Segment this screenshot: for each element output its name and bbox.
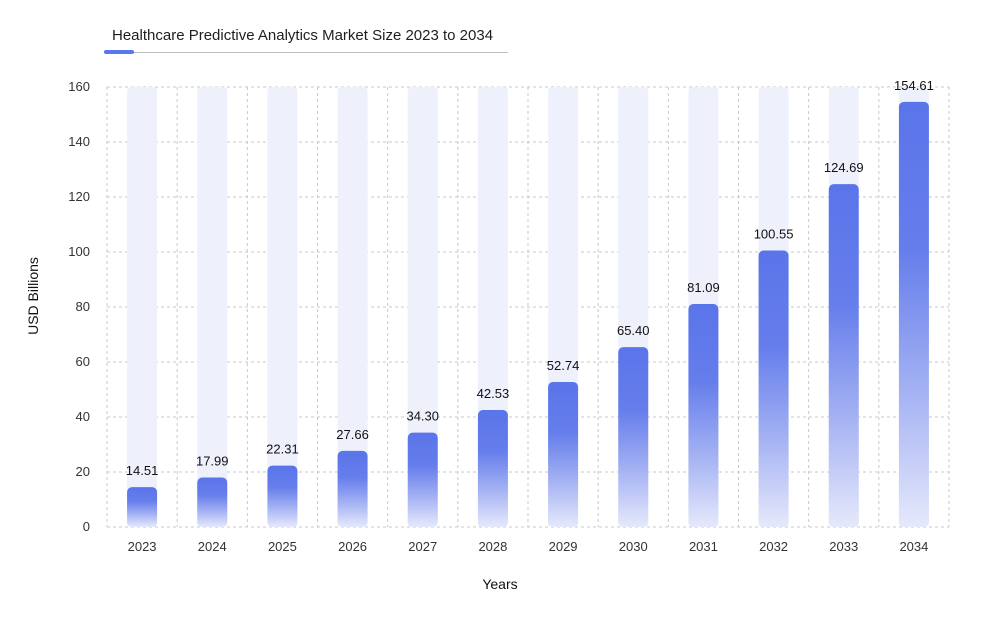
data-label: 42.53	[477, 386, 510, 401]
y-tick-label: 40	[76, 409, 90, 424]
bar	[337, 450, 368, 527]
title-accent-bar	[104, 50, 134, 54]
x-tick-label: 2032	[759, 539, 788, 554]
data-label: 27.66	[336, 427, 369, 442]
y-axis-title: USD Billions	[25, 257, 41, 335]
bar	[197, 477, 228, 527]
chart-title: Healthcare Predictive Analytics Market S…	[112, 27, 494, 44]
x-tick-label: 2030	[619, 539, 648, 554]
bar	[407, 432, 438, 527]
x-tick-label: 2028	[478, 539, 507, 554]
x-tick-label: 2034	[899, 539, 928, 554]
bar-track	[407, 87, 438, 527]
bar	[688, 304, 719, 527]
x-tick-label: 2031	[689, 539, 718, 554]
title-underline	[104, 52, 508, 53]
bar-track	[267, 87, 298, 527]
x-tick-label: 2023	[128, 539, 157, 554]
data-label: 34.30	[406, 409, 439, 424]
bar	[127, 487, 158, 527]
y-tick-label: 140	[68, 134, 90, 149]
data-label: 65.40	[617, 323, 650, 338]
bar-track	[337, 87, 368, 527]
bar	[758, 250, 789, 528]
bar	[477, 410, 508, 527]
x-tick-label: 2026	[338, 539, 367, 554]
x-tick-label: 2033	[829, 539, 858, 554]
bar-track	[127, 87, 158, 527]
y-tick-label: 100	[68, 244, 90, 259]
chart-title-block: Healthcare Predictive Analytics Market S…	[104, 22, 508, 56]
bar	[548, 381, 579, 527]
bar	[898, 101, 929, 527]
y-tick-label: 160	[68, 79, 90, 94]
bar	[618, 347, 649, 527]
data-label: 14.51	[126, 463, 159, 478]
bar	[267, 465, 298, 527]
data-label: 154.61	[894, 78, 934, 93]
y-tick-label: 20	[76, 464, 90, 479]
x-tick-label: 2029	[549, 539, 578, 554]
x-tick-label: 2025	[268, 539, 297, 554]
y-tick-label: 0	[83, 519, 90, 534]
y-tick-label: 60	[76, 354, 90, 369]
x-tick-label: 2024	[198, 539, 227, 554]
data-label: 100.55	[754, 226, 794, 241]
data-label: 22.31	[266, 442, 299, 457]
bar-track	[197, 87, 228, 527]
data-label: 17.99	[196, 454, 229, 469]
data-label: 52.74	[547, 358, 580, 373]
y-tick-label: 120	[68, 189, 90, 204]
data-label: 124.69	[824, 160, 864, 175]
x-axis-title: Years	[482, 576, 517, 592]
y-tick-label: 80	[76, 299, 90, 314]
data-label: 81.09	[687, 280, 720, 295]
x-tick-label: 2027	[408, 539, 437, 554]
bar	[828, 184, 859, 528]
